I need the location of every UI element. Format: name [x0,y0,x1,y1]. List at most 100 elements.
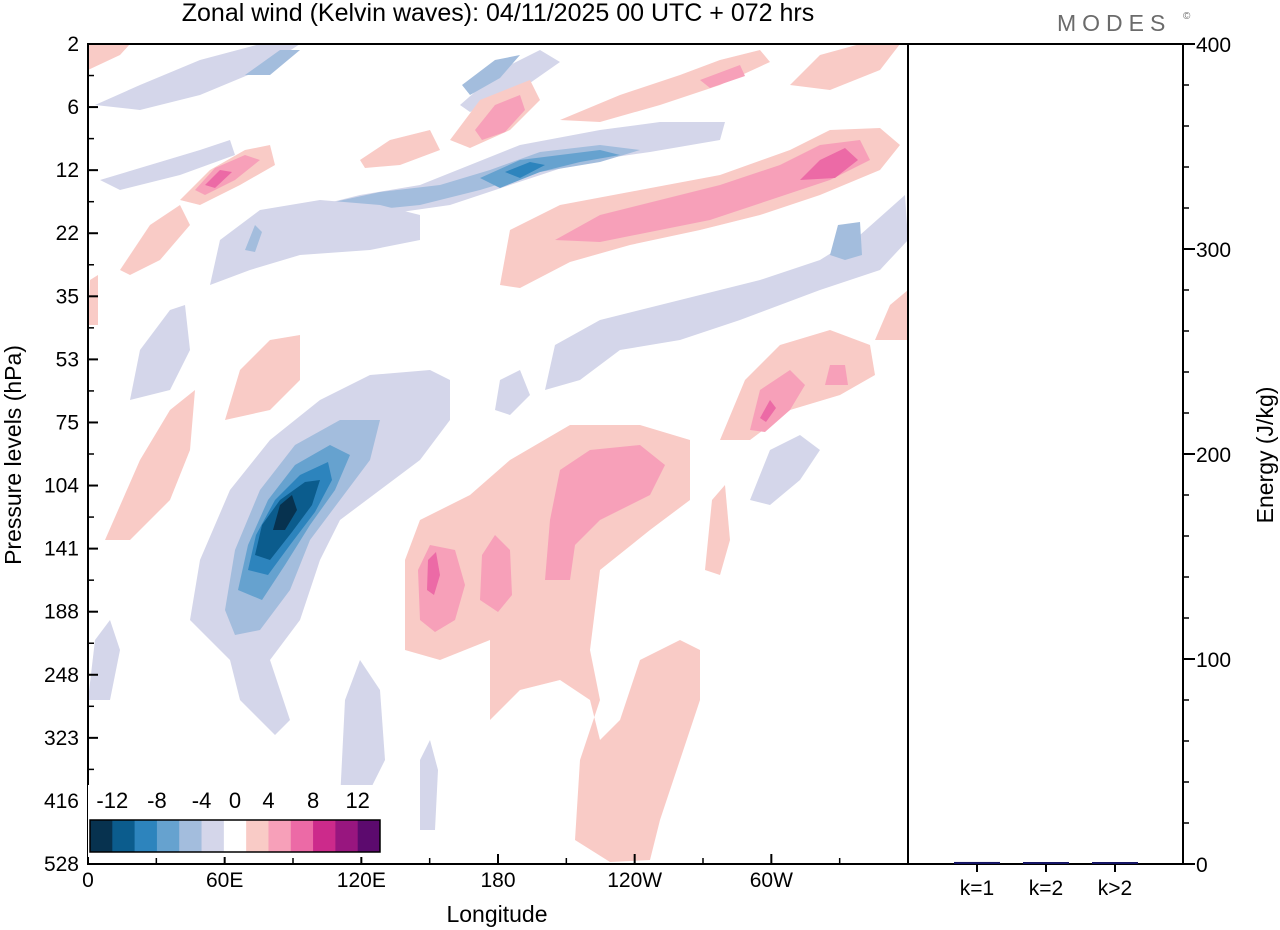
contour-fill [560,50,770,122]
colorbar-label: 12 [345,788,369,813]
y-tick-label: 188 [44,601,79,624]
y-tick-label: 35 [56,285,79,308]
y-tick-label: 75 [56,411,79,434]
colorbar: -12 -8 -4 0 4 8 12 [88,785,382,857]
contour-fill [245,50,300,75]
contour-fill [875,290,908,340]
x-tick-label: 0 [82,869,94,892]
colorbar-swatch [335,820,359,852]
energy-bar [1092,862,1138,864]
energy-axis: 0 100 200 300 400 [1183,34,1231,877]
y-tick-label: 141 [44,538,79,561]
colorbar-label: -4 [192,788,212,813]
colorbar-label: -12 [96,788,128,813]
contour-fill [545,195,908,390]
energy-bar [1023,862,1069,864]
contour-fill [210,200,420,285]
contour-fill [120,205,190,275]
energy-tick-label: 200 [1196,444,1231,467]
brand-mark: © [1183,11,1191,22]
contour-fill [760,400,776,422]
energy-axis-label: Energy (J/kg) [1252,387,1278,524]
colorbar-swatch [201,820,225,852]
contour-fill [130,305,190,400]
contour-fill [88,620,120,700]
contour-fill [480,535,512,612]
contour-fill [480,150,620,188]
x-tick-label: 60W [750,869,793,892]
colorbar-swatch [223,820,247,852]
contour-fill [405,425,700,862]
contour-fill [205,170,232,188]
contour-fill [88,44,130,70]
brand-logo: MODES [1057,10,1171,36]
colorbar-frame [89,819,381,853]
bar-category-label: k=1 [960,877,994,900]
contour-fill [825,365,848,385]
contour-fill [750,435,820,505]
y-tick-label: 53 [56,348,79,371]
colorbar-label: 4 [262,788,274,813]
colorbar-swatch [90,820,113,852]
y-tick-label: 12 [56,159,79,182]
bar-panel-frame [907,43,1184,865]
x-axis-label: Longitude [446,901,547,927]
y-tick-label: 416 [44,790,79,813]
contour-fill [95,44,300,110]
contour-fill [273,495,297,530]
y-tick-label: 22 [56,222,79,245]
contour-fill [800,148,858,180]
energy-tick-label: 300 [1196,239,1231,262]
energy-tick-label: 400 [1196,34,1231,57]
contour-fill [555,140,870,242]
contour-fill [545,445,665,580]
contour-fill [505,162,545,178]
colorbar-swatch [134,820,158,852]
contour-fill [225,335,300,420]
contour-fill [495,370,530,415]
colorbar-swatch [313,820,336,852]
colorbar-swatch [246,820,269,852]
colorbar-swatch [268,820,292,852]
y-tick-label: 248 [44,664,79,687]
x-tick-label: 120E [337,869,386,892]
contour-fill [190,370,450,735]
chart-title: Zonal wind (Kelvin waves): 04/11/2025 00… [182,0,815,27]
contour-fill [105,390,195,540]
contour-fill [427,552,440,595]
contour-fill [88,275,98,325]
colorbar-label: -8 [147,788,167,813]
colorbar-swatch [156,820,180,852]
contour-fill [475,95,525,140]
contour-fill [360,130,440,168]
contour-fill [790,44,900,90]
y-axis: 2 6 12 22 35 53 75 104 141 188 248 323 416 528 [44,33,98,876]
bar-category-label: k=2 [1029,877,1063,900]
x-tick-label: 180 [480,869,515,892]
energy-bars [954,861,1138,864]
y-axis-label: Pressure levels (hPa) [0,345,26,565]
y-tick-label: 2 [67,33,79,56]
colorbar-label: 0 [229,788,241,813]
contour-fill [340,660,385,800]
contour-fill [700,65,745,88]
contour-fill [420,740,438,830]
colorbar-swatch [357,820,381,852]
colorbar-swatch [112,820,136,852]
energy-bar [954,861,1000,864]
colorbar-swatch [290,820,314,852]
y-tick-label: 528 [44,853,79,876]
y-tick-label: 323 [44,727,79,750]
heatmap-plot [88,44,908,864]
contour-fill [460,50,560,112]
x-tick-label: 60E [206,869,243,892]
contour-fill [462,55,520,95]
contour-fill [705,485,730,575]
bar-category-labels: k=1 k=2 k>2 [960,864,1132,900]
y-tick-label: 104 [44,475,79,498]
contour-fill [245,225,262,252]
bar-category-label: k>2 [1098,877,1132,900]
colorbar-label: 8 [307,788,319,813]
colorbar-swatch [179,820,203,852]
